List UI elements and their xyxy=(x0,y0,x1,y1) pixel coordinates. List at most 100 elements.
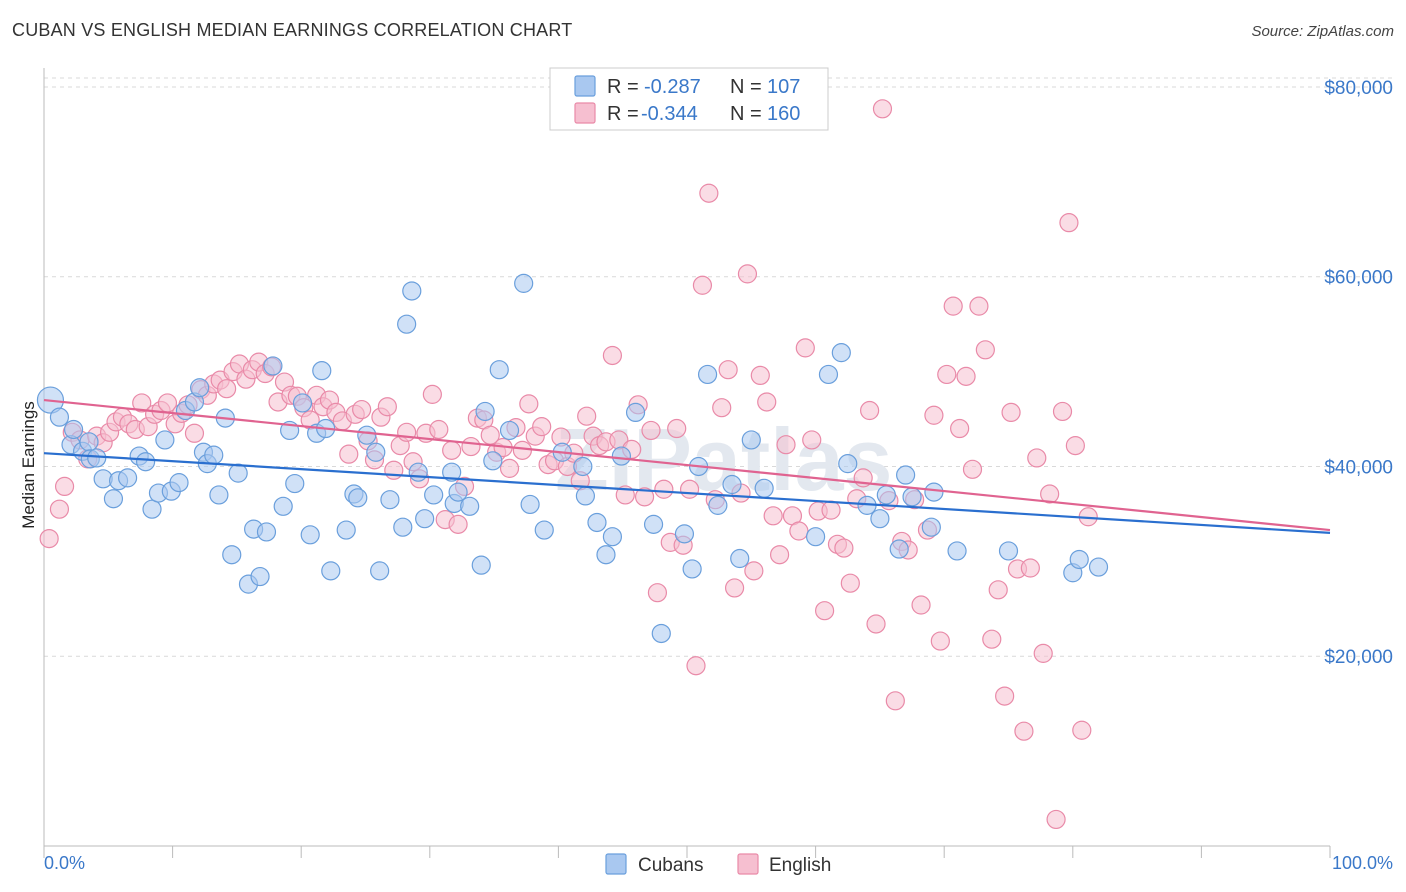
legend-n-label-english: N = xyxy=(730,103,762,125)
english-point xyxy=(217,379,237,399)
english-point xyxy=(718,360,738,380)
cubans-point xyxy=(273,496,293,516)
bottom-legend-label-english: English xyxy=(769,855,831,876)
cubans-point xyxy=(674,524,695,544)
legend-n-label-cubans: N = xyxy=(730,76,762,98)
english-point xyxy=(924,405,944,425)
english-point xyxy=(840,573,860,593)
english-point xyxy=(461,436,481,457)
x-tick-label-max: 100.0% xyxy=(1332,853,1393,873)
cubans-points xyxy=(36,273,1109,644)
cubans-point xyxy=(292,393,313,413)
cubans-point xyxy=(499,420,520,441)
english-point xyxy=(724,578,745,598)
cubans-point xyxy=(209,485,229,505)
cubans-point xyxy=(575,486,596,506)
english-point xyxy=(339,444,359,464)
cubans-point xyxy=(573,456,593,477)
english-point xyxy=(499,458,520,478)
y-tick-label: $60,000 xyxy=(1324,268,1393,289)
english-point xyxy=(39,528,59,549)
cubans-point xyxy=(730,548,750,569)
cubans-point xyxy=(321,561,341,581)
english-point xyxy=(352,399,372,420)
cubans-point xyxy=(697,364,718,385)
y-tick-label: $80,000 xyxy=(1324,78,1393,99)
cubans-point xyxy=(397,314,417,334)
legend-swatch-english xyxy=(574,102,596,124)
cubans-point xyxy=(602,527,623,547)
cubans-point xyxy=(896,465,916,485)
bottom-legend-swatch-cubans xyxy=(605,853,627,875)
english-point xyxy=(1052,401,1073,422)
y-axis-title: Median Earnings xyxy=(19,401,38,529)
english-point xyxy=(757,392,777,412)
english-point xyxy=(184,423,205,443)
english-point xyxy=(969,296,989,316)
english-point xyxy=(930,631,950,651)
cubans-point xyxy=(514,273,534,293)
cubans-point xyxy=(471,555,491,575)
english-point xyxy=(995,686,1015,706)
cubans-point xyxy=(135,452,156,472)
chart-source: Source: ZipAtlas.com xyxy=(1251,23,1394,40)
legend-swatch-cubans xyxy=(574,75,596,97)
cubans-point xyxy=(483,451,503,471)
english-point xyxy=(699,183,719,203)
english-point xyxy=(962,459,983,479)
cubans-point xyxy=(285,473,305,494)
cubans-point xyxy=(63,419,84,440)
cubans-point xyxy=(103,489,124,509)
english-point xyxy=(943,296,963,316)
cubans-point xyxy=(117,468,138,488)
chart-title: CUBAN VS ENGLISH MEDIAN EARNINGS CORRELA… xyxy=(12,20,573,40)
cubans-point xyxy=(741,430,761,450)
english-point xyxy=(692,275,713,295)
x-tick-label-min: 0.0% xyxy=(44,853,85,873)
cubans-point xyxy=(489,360,509,380)
cubans-point xyxy=(475,401,495,422)
english-point xyxy=(776,435,796,455)
cubans-point xyxy=(370,561,390,581)
english-point xyxy=(1046,809,1066,830)
english-point xyxy=(802,430,822,450)
cubans-point xyxy=(263,356,283,376)
cubans-point xyxy=(1088,557,1109,577)
english-point xyxy=(834,538,854,558)
cubans-point xyxy=(947,541,967,561)
english-point xyxy=(872,99,893,119)
english-point xyxy=(769,545,790,565)
cubans-point xyxy=(838,454,858,474)
english-point xyxy=(975,340,995,360)
cubans-point xyxy=(190,378,210,398)
english-point xyxy=(789,521,809,541)
english-point xyxy=(982,629,1002,649)
legend-box xyxy=(549,67,829,131)
english-point xyxy=(679,479,700,499)
english-point xyxy=(737,264,758,284)
cubans-point xyxy=(366,442,386,462)
english-point xyxy=(448,514,468,534)
english-point xyxy=(1059,213,1079,233)
english-point xyxy=(866,614,886,634)
english-point xyxy=(512,440,532,460)
cubans-point xyxy=(204,445,224,465)
english-point xyxy=(911,595,931,615)
english-point xyxy=(654,479,674,499)
english-point xyxy=(54,476,75,497)
cubans-point xyxy=(169,473,189,493)
english-point xyxy=(795,338,815,358)
cubans-point xyxy=(754,478,774,498)
english-point xyxy=(577,406,597,426)
cubans-point xyxy=(415,509,435,529)
cubans-point xyxy=(921,517,941,537)
english-point xyxy=(1014,721,1034,741)
english-point xyxy=(1040,484,1060,504)
legend-r-value-cubans: -0.287 xyxy=(644,76,701,98)
cubans-point xyxy=(876,485,896,505)
english-point xyxy=(815,601,835,621)
cubans-point xyxy=(902,487,922,507)
english-point xyxy=(641,420,661,441)
bottom-legend-swatch-english xyxy=(737,853,759,875)
